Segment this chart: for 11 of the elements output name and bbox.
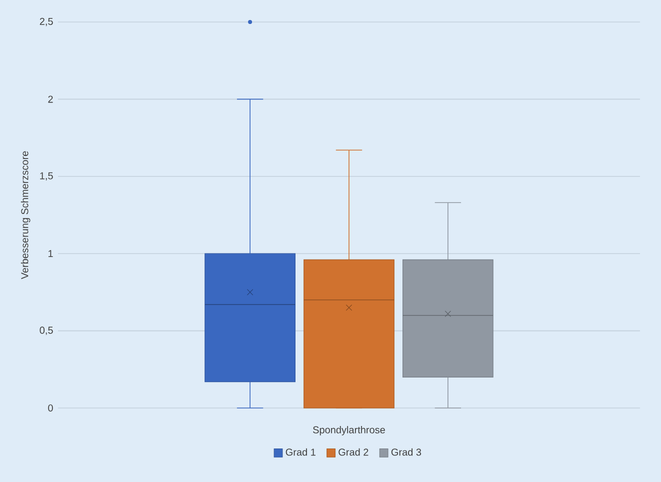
legend-label: Grad 1: [286, 448, 316, 456]
y-tick-label: 0,5: [40, 326, 53, 335]
legend-label: Grad 3: [391, 448, 422, 456]
x-tick-label: Spondylarthrose: [313, 426, 385, 436]
y-tick-label: 2,5: [40, 18, 53, 26]
legend-label: Grad 2: [338, 448, 368, 456]
y-tick-label: 2: [48, 96, 53, 103]
y-tick-label: 1: [48, 250, 53, 258]
y-tick-label: 0: [48, 404, 53, 412]
y-tick-label: 1,5: [40, 172, 53, 180]
y-axis-title: Verbesserung Schmerzscore: [20, 151, 30, 280]
